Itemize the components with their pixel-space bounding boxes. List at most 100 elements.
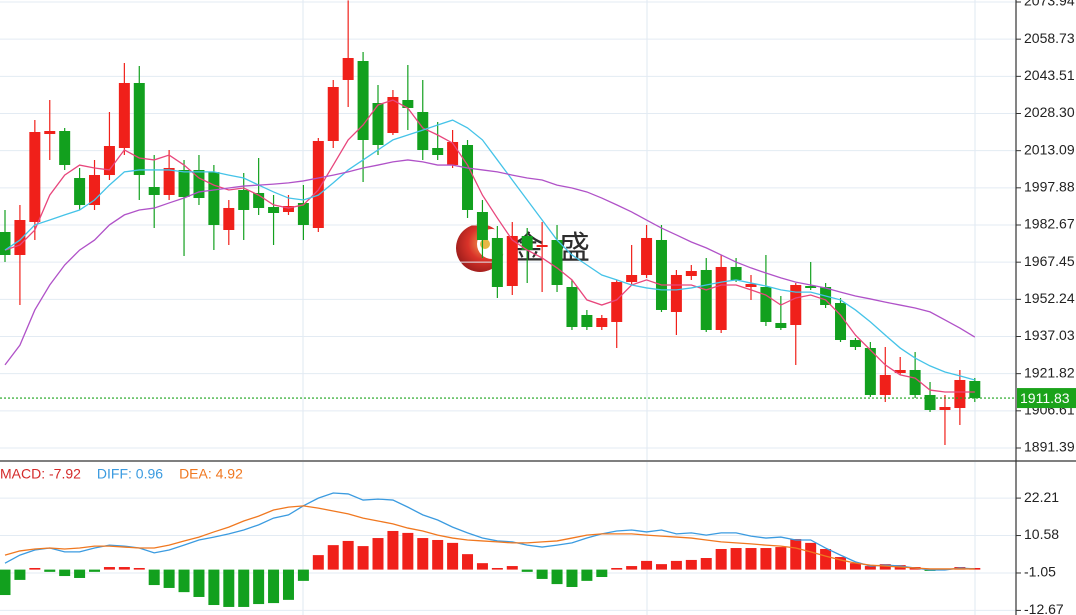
macd-bar	[238, 569, 250, 607]
candle-body	[163, 167, 175, 195]
macd-bar	[223, 569, 235, 607]
moving-average-line	[4, 159, 976, 366]
y-tick-label: 22.21	[1024, 489, 1059, 505]
candle-body	[969, 380, 981, 399]
candle-body	[611, 281, 623, 322]
y-tick-label: 1937.03	[1024, 327, 1075, 343]
candle-body	[372, 103, 384, 146]
macd-bar	[835, 557, 847, 570]
macd-bar	[849, 563, 861, 570]
candle-body	[641, 237, 653, 276]
macd-bar	[536, 569, 548, 579]
macd-bar	[103, 567, 115, 570]
candle-body	[835, 303, 847, 340]
macd-bar	[476, 563, 488, 570]
candle-body	[596, 318, 608, 327]
macd-bar	[44, 569, 56, 572]
candle-body	[745, 283, 757, 287]
macd-bar	[193, 569, 205, 597]
candle-body	[103, 146, 115, 176]
macd-bar	[462, 554, 474, 570]
candle-body	[89, 175, 101, 206]
moving-average-line	[4, 99, 975, 393]
candle-body	[909, 369, 921, 395]
candle-body	[626, 275, 638, 282]
macd-bar	[312, 555, 324, 570]
candle-body	[954, 379, 966, 409]
candle-body	[148, 187, 160, 195]
macd-bar	[297, 569, 309, 581]
candle-body	[238, 190, 250, 210]
y-tick-label: 10.58	[1024, 526, 1059, 542]
candle-body	[805, 285, 817, 289]
candle-body	[879, 375, 891, 395]
macd-bar	[14, 569, 26, 580]
y-tick-label: -1.05	[1024, 564, 1056, 580]
candle-body	[74, 178, 86, 206]
candle-body	[581, 314, 593, 327]
macd-bar	[208, 569, 220, 606]
moving-average-line	[4, 119, 975, 381]
macd-line	[4, 505, 975, 570]
candle-body	[193, 169, 205, 198]
macd-bar	[820, 548, 832, 570]
macd-line	[4, 492, 975, 571]
macd-bar	[417, 538, 429, 570]
candle-body	[223, 207, 235, 230]
candle-body	[387, 96, 399, 134]
macd-bar	[491, 567, 503, 570]
macd-bar	[566, 569, 578, 587]
y-tick-label: 2043.51	[1024, 67, 1075, 83]
candle-body	[14, 220, 26, 255]
macd-bar	[670, 560, 682, 570]
candle-body	[44, 131, 56, 135]
candle-body	[357, 61, 369, 140]
candle-body	[715, 266, 727, 330]
logo-dot	[480, 239, 490, 249]
macd-bar	[685, 559, 697, 570]
candle-body	[685, 270, 697, 277]
candle-body	[536, 245, 548, 248]
macd-bar	[447, 542, 459, 570]
candle-body	[208, 171, 220, 225]
macd-bar	[521, 569, 533, 572]
vertical-grid	[302, 0, 976, 615]
candle-body	[268, 207, 280, 213]
macd-bar	[611, 567, 623, 570]
candle-body	[476, 211, 488, 240]
macd-bar	[551, 569, 563, 585]
macd-bar	[372, 538, 384, 570]
macd-bar	[745, 548, 757, 570]
last-price-label: 1911.83	[1020, 390, 1070, 406]
candle-body	[521, 235, 533, 251]
candle-body	[312, 140, 324, 228]
candle-body	[462, 145, 474, 210]
y-tick-label: 1891.39	[1024, 439, 1075, 455]
plot-layer	[0, 0, 1016, 611]
candle-body	[551, 239, 563, 285]
y-tick-label: 1921.82	[1024, 364, 1075, 380]
macd-bar	[133, 567, 145, 570]
candle-body	[491, 237, 503, 287]
candle-body	[282, 206, 294, 212]
macd-bar	[790, 539, 802, 570]
y-tick-label: 1967.45	[1024, 253, 1075, 269]
candle-body	[655, 239, 667, 310]
candle-body	[939, 407, 951, 410]
candle-body	[924, 394, 936, 410]
macd-bar	[730, 548, 742, 570]
candle-body	[894, 369, 906, 373]
macd-bar	[596, 569, 608, 578]
macd-bar	[506, 566, 518, 570]
macd-bar	[775, 547, 787, 570]
macd-bar	[626, 566, 638, 570]
candle-body	[59, 131, 71, 165]
candle-body	[253, 192, 265, 208]
candle-body	[342, 58, 354, 80]
macd-bar	[402, 532, 414, 570]
y-tick-label: 1982.67	[1024, 216, 1075, 232]
last-price-box	[1017, 388, 1076, 409]
